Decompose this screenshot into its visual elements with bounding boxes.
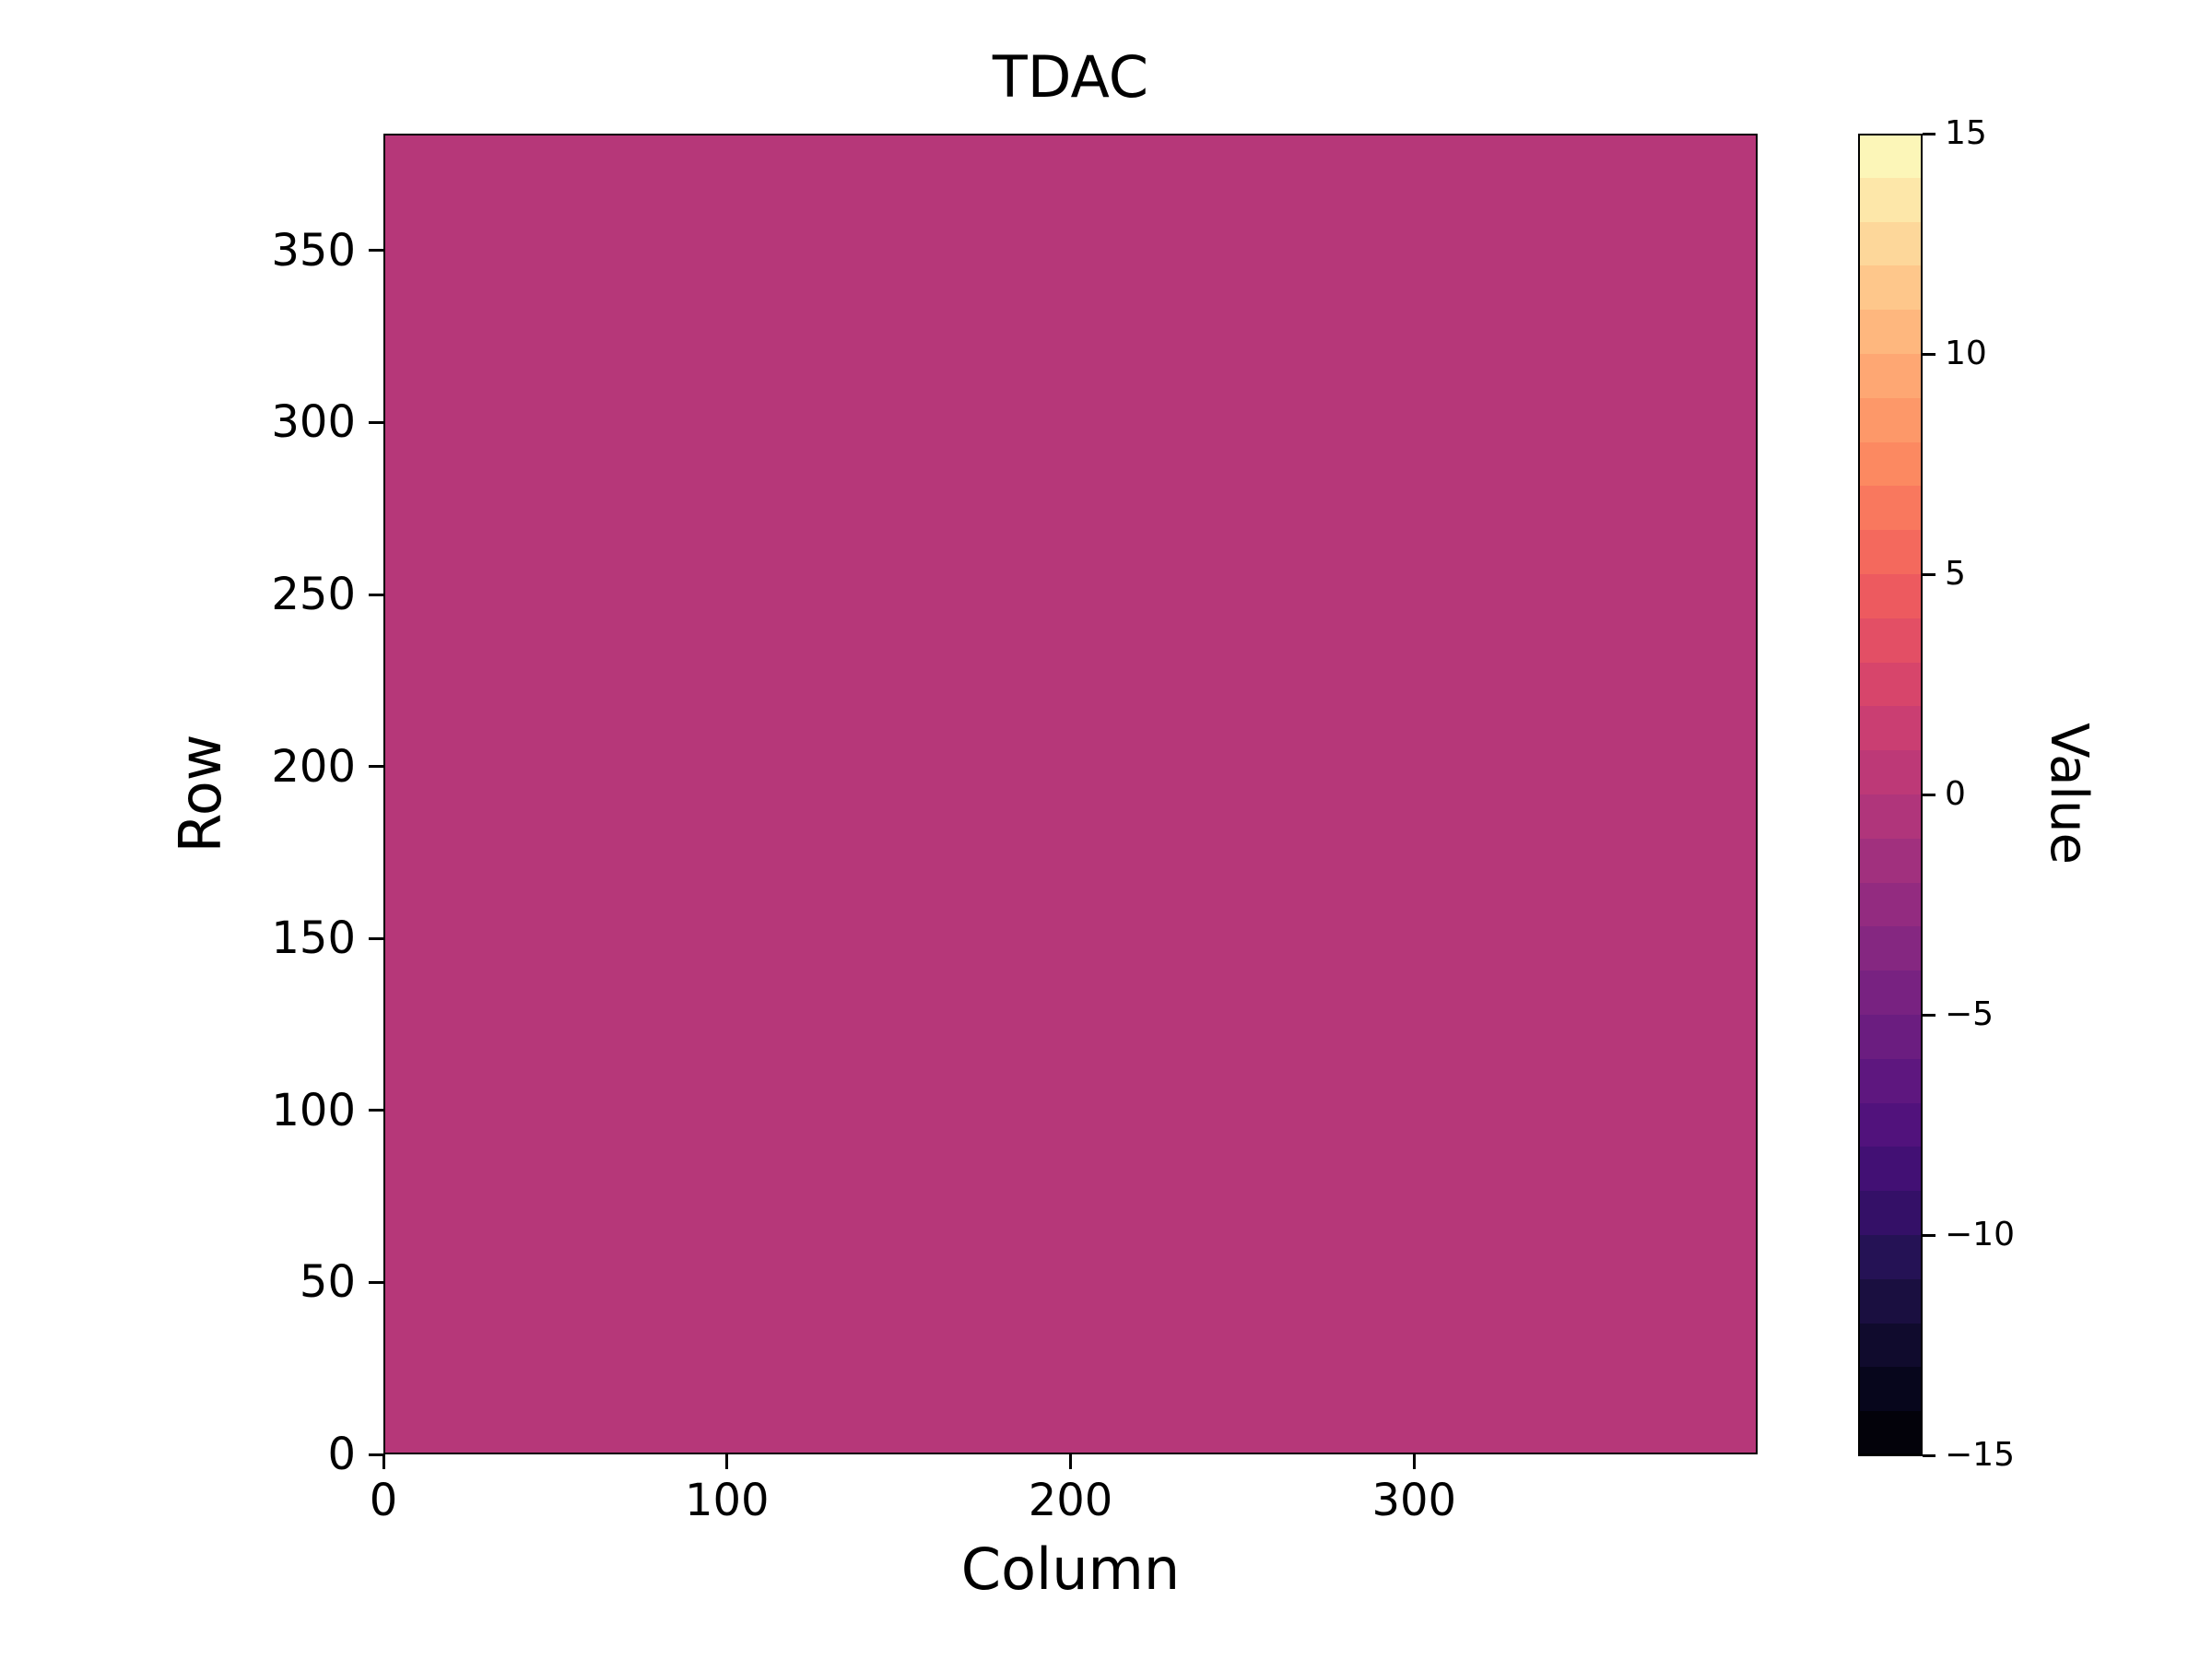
y-tick-label: 100 xyxy=(271,1084,356,1136)
y-tick-mark xyxy=(369,765,383,769)
colorbar-tick-label: 5 xyxy=(1945,555,1966,593)
colorbar-tick-mark xyxy=(1923,1013,1936,1017)
x-tick-mark xyxy=(1412,1454,1416,1469)
x-axis-label: Column xyxy=(960,1535,1181,1603)
x-tick-mark xyxy=(1069,1454,1072,1469)
x-tick-mark xyxy=(382,1454,385,1469)
y-tick-label: 250 xyxy=(271,569,356,621)
colorbar-tick-label: 0 xyxy=(1945,775,1966,813)
colorbar-band xyxy=(1858,1235,1923,1280)
colorbar-band xyxy=(1858,1102,1923,1147)
y-tick-label: 350 xyxy=(271,224,356,276)
colorbar-band xyxy=(1858,750,1923,795)
colorbar-band xyxy=(1858,441,1923,487)
colorbar-band xyxy=(1858,1058,1923,1104)
y-tick-mark xyxy=(369,420,383,424)
y-tick-mark xyxy=(369,1280,383,1284)
colorbar-tick-label: −5 xyxy=(1945,995,1994,1033)
colorbar-band xyxy=(1858,1323,1923,1368)
colorbar-band xyxy=(1858,706,1923,751)
x-tick-label: 0 xyxy=(369,1475,398,1526)
colorbar-tick-label: 15 xyxy=(1945,114,1987,152)
colorbar-band xyxy=(1858,1367,1923,1412)
colorbar-band xyxy=(1858,177,1923,223)
y-tick-label: 50 xyxy=(299,1256,356,1309)
y-tick-mark xyxy=(369,1453,383,1456)
colorbar-band xyxy=(1858,926,1923,971)
colorbar-band xyxy=(1858,1278,1923,1324)
x-tick-label: 100 xyxy=(684,1475,770,1526)
colorbar-band xyxy=(1858,1411,1923,1456)
colorbar-band xyxy=(1858,1015,1923,1060)
y-tick-label: 0 xyxy=(327,1429,356,1480)
colorbar-band xyxy=(1858,265,1923,311)
y-tick-label: 200 xyxy=(271,740,356,793)
chart-title: TDAC xyxy=(992,43,1149,111)
y-tick-mark xyxy=(369,593,383,596)
y-tick-label: 150 xyxy=(271,912,356,965)
y-tick-mark xyxy=(369,249,383,253)
colorbar-band xyxy=(1858,530,1923,575)
colorbar-tick-mark xyxy=(1923,1453,1936,1457)
colorbar-band xyxy=(1858,486,1923,531)
x-tick-label: 300 xyxy=(1371,1475,1457,1526)
colorbar-tick-mark xyxy=(1923,1233,1936,1237)
colorbar-band xyxy=(1858,882,1923,927)
colorbar-tick-mark xyxy=(1923,132,1936,135)
colorbar-band xyxy=(1858,838,1923,884)
colorbar-band xyxy=(1858,354,1923,399)
colorbar-band xyxy=(1858,618,1923,664)
colorbar-tick-label: −10 xyxy=(1945,1216,2015,1253)
colorbar-band xyxy=(1858,574,1923,619)
colorbar-band xyxy=(1858,971,1923,1016)
colorbar-band xyxy=(1858,794,1923,840)
y-tick-label: 300 xyxy=(271,396,356,449)
x-tick-label: 200 xyxy=(1028,1475,1113,1526)
colorbar-band xyxy=(1858,1191,1923,1236)
colorbar-band xyxy=(1858,397,1923,443)
colorbar-tick-mark xyxy=(1923,352,1936,356)
y-tick-mark xyxy=(369,1109,383,1112)
colorbar-band xyxy=(1858,134,1923,179)
colorbar-tick-label: 10 xyxy=(1945,335,1987,372)
y-tick-mark xyxy=(369,936,383,940)
colorbar-band xyxy=(1858,221,1923,266)
colorbar-band xyxy=(1858,1147,1923,1192)
colorbar-tick-mark xyxy=(1923,793,1936,796)
colorbar-tick-mark xyxy=(1923,572,1936,576)
heatmap-plot-area xyxy=(383,134,1758,1454)
colorbar-tick-label: −15 xyxy=(1945,1436,2015,1474)
colorbar-frame xyxy=(1858,134,1923,1455)
colorbar-band xyxy=(1858,662,1923,707)
x-tick-mark xyxy=(725,1454,729,1469)
colorbar-band xyxy=(1858,310,1923,355)
